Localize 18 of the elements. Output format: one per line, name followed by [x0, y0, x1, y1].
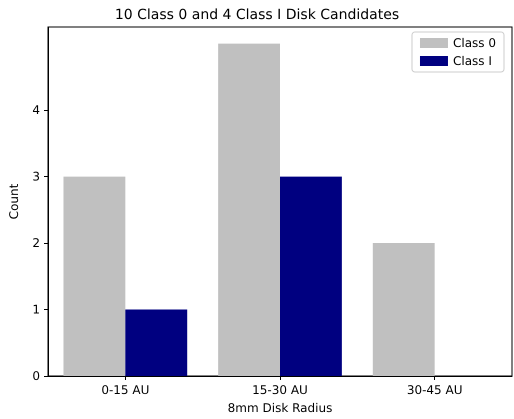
bar — [280, 176, 342, 376]
x-tick-label: 30-45 AU — [406, 383, 463, 397]
x-axis-title: 8mm Disk Radius — [228, 401, 332, 415]
bar — [125, 310, 188, 376]
y-tick-label: 0 — [32, 369, 40, 383]
y-tick-label: 2 — [32, 236, 40, 250]
y-tick-label: 1 — [32, 302, 40, 317]
bar — [372, 243, 435, 376]
y-axis-title: Count — [7, 183, 21, 220]
x-tick-label: 15-30 AU — [252, 383, 308, 397]
x-tick-label: 0-15 AU — [101, 383, 150, 397]
legend-label: Class 0 — [452, 36, 496, 50]
y-tick-label: 3 — [32, 170, 40, 184]
legend-label: Class I — [452, 54, 492, 68]
y-tick-label: 4 — [32, 103, 40, 118]
bar — [218, 44, 280, 376]
bar — [63, 176, 126, 376]
chart-title: 10 Class 0 and 4 Class I Disk Candidates — [114, 7, 400, 23]
